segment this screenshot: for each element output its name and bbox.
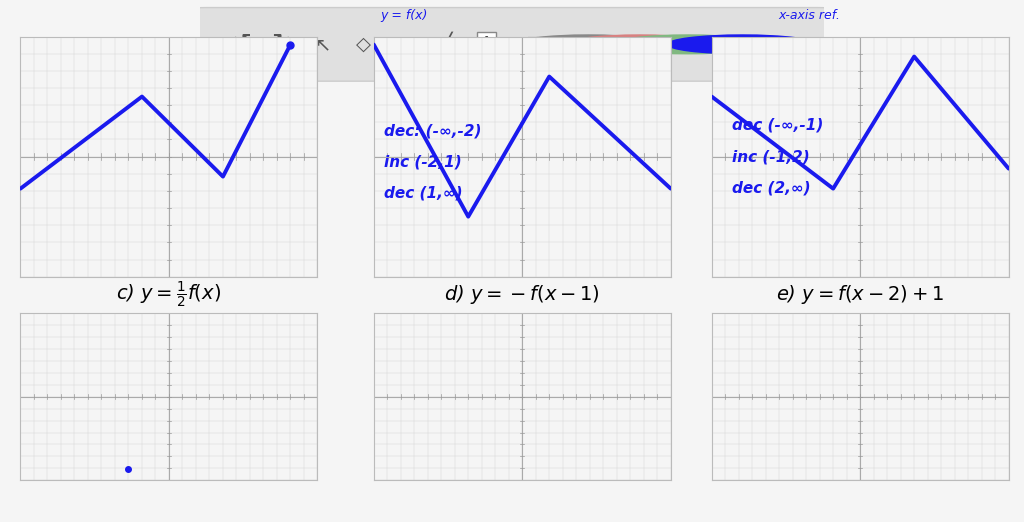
- Text: c) $y=\frac{1}{2}f(x)$: c) $y=\frac{1}{2}f(x)$: [117, 280, 221, 310]
- Text: dec (1,∞): dec (1,∞): [384, 186, 463, 200]
- Circle shape: [514, 35, 664, 54]
- Text: d) $y= -f(x-1)$: d) $y= -f(x-1)$: [444, 283, 600, 306]
- Text: e) $y=f(x-2)+1$: e) $y=f(x-2)+1$: [776, 283, 944, 306]
- Text: ✶: ✶: [397, 35, 412, 53]
- Text: 🖼: 🖼: [526, 35, 539, 54]
- Text: ↺: ↺: [230, 32, 251, 56]
- Text: dec (2,∞): dec (2,∞): [732, 181, 811, 195]
- Text: dec (-∞,-1): dec (-∞,-1): [732, 118, 823, 133]
- Text: ↻: ↻: [271, 32, 292, 56]
- Text: ╱: ╱: [438, 31, 453, 57]
- FancyBboxPatch shape: [194, 7, 830, 81]
- Circle shape: [613, 35, 763, 54]
- Text: x-axis ref.: x-axis ref.: [778, 9, 840, 22]
- Circle shape: [565, 35, 715, 54]
- Text: dec: (-∞,-2): dec: (-∞,-2): [384, 123, 481, 138]
- Text: ◇: ◇: [356, 35, 371, 54]
- Text: A: A: [479, 35, 494, 54]
- Text: ↖: ↖: [314, 35, 331, 54]
- Text: inc (-2,1): inc (-2,1): [384, 155, 462, 169]
- Text: inc (-1,2): inc (-1,2): [732, 149, 810, 164]
- Circle shape: [668, 35, 817, 54]
- Text: y = f(x): y = f(x): [381, 9, 428, 22]
